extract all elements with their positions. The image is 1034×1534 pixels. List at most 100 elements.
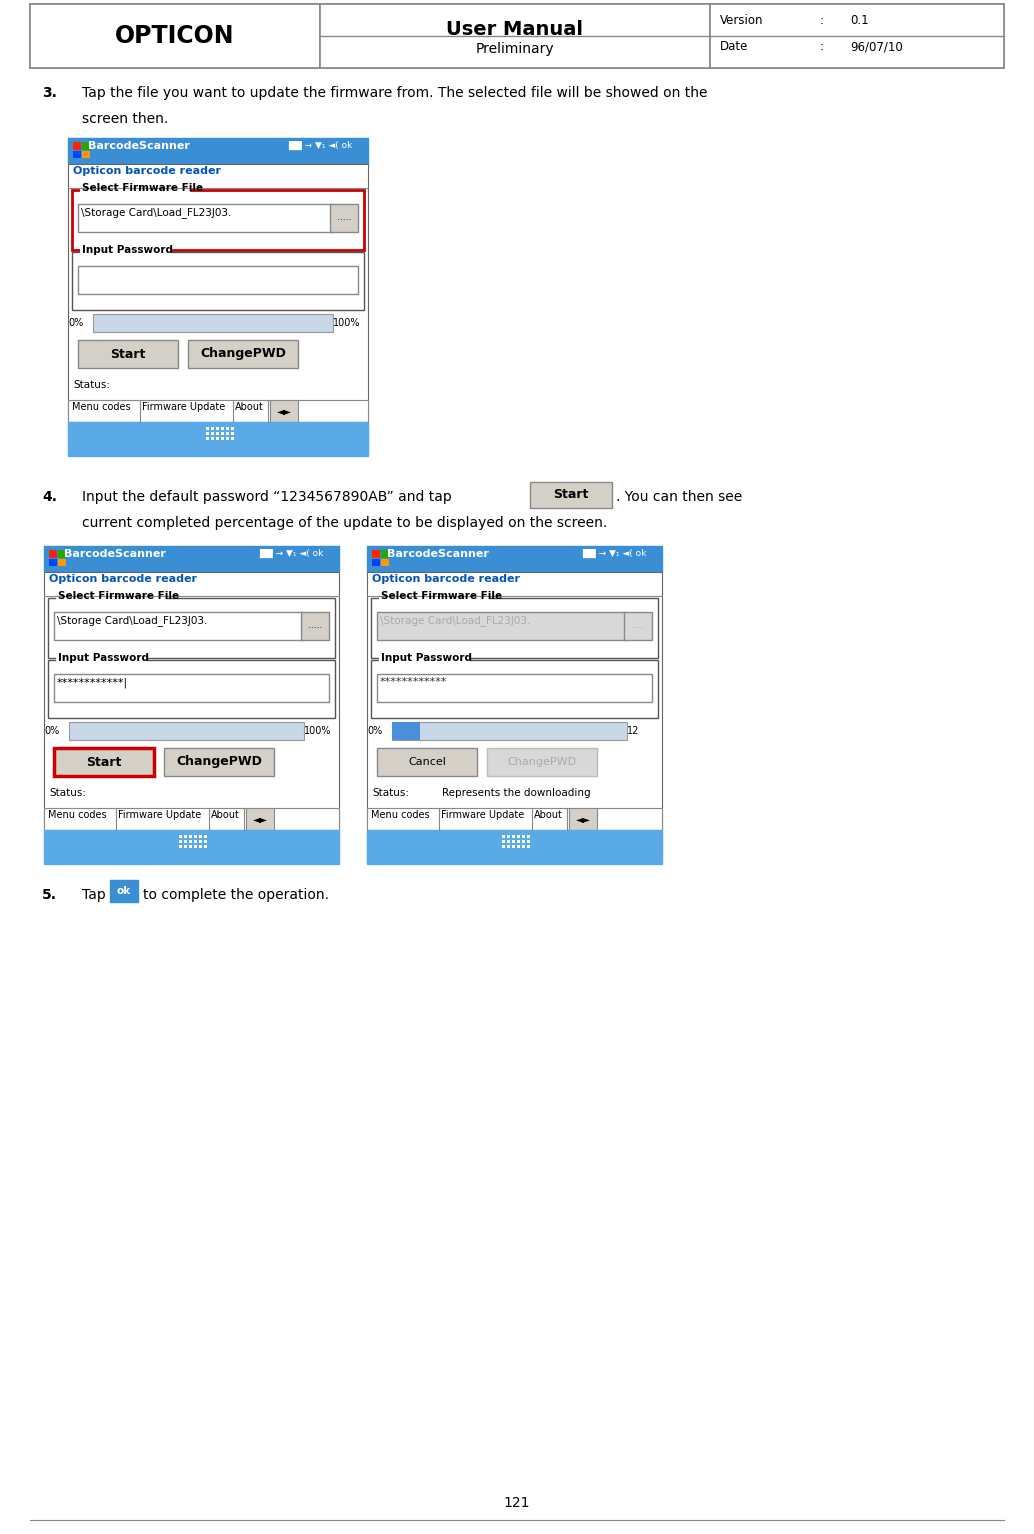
Text: Menu codes: Menu codes	[72, 402, 130, 413]
Bar	[501, 845, 505, 848]
Bar	[381, 551, 389, 558]
Text: Input Password: Input Password	[381, 653, 472, 663]
Text: Input Password: Input Password	[58, 653, 149, 663]
Text: 3.: 3.	[42, 86, 57, 100]
Bar	[522, 841, 525, 844]
Bar	[206, 433, 209, 436]
Bar	[204, 834, 207, 838]
Bar	[226, 433, 229, 436]
Bar	[68, 422, 368, 456]
Bar	[73, 150, 81, 158]
Text: \Storage Card\Load_FL23J03.: \Storage Card\Load_FL23J03.	[381, 615, 530, 626]
Text: 0.1: 0.1	[850, 14, 869, 28]
Bar	[710, 5, 1004, 67]
Text: Start: Start	[111, 348, 146, 360]
Bar	[78, 204, 332, 232]
Text: ok: ok	[117, 887, 131, 896]
Text: ██ → ▼₁ ◄( ok: ██ → ▼₁ ◄( ok	[258, 549, 324, 558]
Bar	[44, 808, 339, 830]
Text: 12: 12	[627, 726, 639, 736]
Bar	[367, 546, 662, 572]
Bar	[216, 437, 219, 440]
Text: 0%: 0%	[44, 726, 59, 736]
Bar	[179, 834, 182, 838]
Bar	[221, 437, 224, 440]
Text: BarcodeScanner: BarcodeScanner	[387, 549, 489, 558]
Text: Input the default password “1234567890AB” and tap: Input the default password “1234567890AB…	[82, 489, 452, 505]
Bar	[30, 5, 1004, 67]
Text: \Storage Card\Load_FL23J03.: \Storage Card\Load_FL23J03.	[81, 207, 232, 218]
Bar	[206, 426, 209, 430]
Bar	[527, 841, 530, 844]
Bar	[367, 808, 662, 830]
Bar	[80, 245, 172, 259]
Bar	[270, 400, 298, 422]
Bar	[54, 673, 329, 703]
Bar	[199, 841, 202, 844]
Text: Cancel: Cancel	[408, 756, 446, 767]
Text: ◄►: ◄►	[576, 815, 590, 824]
Text: Status:: Status:	[73, 380, 110, 390]
Bar	[73, 143, 81, 150]
Text: :: :	[820, 40, 824, 54]
Text: \Storage Card\Load_FL23J03.: \Storage Card\Load_FL23J03.	[57, 615, 208, 626]
Text: 4.: 4.	[42, 489, 57, 505]
Text: Opticon barcode reader: Opticon barcode reader	[372, 574, 520, 584]
Bar	[501, 841, 505, 844]
Text: . You can then see: . You can then see	[616, 489, 742, 505]
Bar	[392, 723, 627, 739]
Bar	[199, 834, 202, 838]
Bar	[226, 426, 229, 430]
Bar	[80, 183, 190, 196]
Bar	[56, 653, 148, 667]
Text: Menu codes: Menu codes	[48, 810, 107, 821]
Bar	[216, 433, 219, 436]
Text: Menu codes: Menu codes	[371, 810, 429, 821]
Text: User Manual: User Manual	[447, 20, 583, 38]
Text: current completed percentage of the update to be displayed on the screen.: current completed percentage of the upda…	[82, 515, 607, 531]
Bar	[624, 612, 652, 640]
Bar	[216, 426, 219, 430]
Bar	[211, 433, 214, 436]
Text: Preliminary: Preliminary	[476, 41, 554, 57]
Bar	[381, 558, 389, 566]
Bar	[231, 426, 234, 430]
Bar	[211, 437, 214, 440]
Text: About: About	[235, 402, 264, 413]
Bar	[54, 749, 154, 776]
Bar	[517, 845, 520, 848]
Text: .....: .....	[337, 213, 352, 221]
Bar	[517, 834, 520, 838]
Bar	[48, 598, 335, 658]
Bar	[231, 437, 234, 440]
Bar	[517, 841, 520, 844]
Text: BarcodeScanner: BarcodeScanner	[88, 141, 190, 150]
Bar	[58, 558, 66, 566]
Bar	[512, 845, 515, 848]
Bar	[49, 551, 57, 558]
Bar	[69, 723, 304, 739]
Bar	[72, 190, 364, 250]
Bar	[184, 845, 187, 848]
Text: :: :	[820, 14, 824, 28]
Bar	[204, 841, 207, 844]
Text: ◄►: ◄►	[252, 815, 268, 824]
Text: Firmware Update: Firmware Update	[142, 402, 225, 413]
Bar	[93, 314, 333, 331]
Bar	[184, 841, 187, 844]
Bar	[379, 653, 472, 667]
Text: Firmware Update: Firmware Update	[440, 810, 524, 821]
Bar	[82, 150, 90, 158]
Bar	[512, 834, 515, 838]
Bar	[184, 834, 187, 838]
Text: 5.: 5.	[42, 888, 57, 902]
Bar	[246, 808, 274, 830]
Bar	[527, 834, 530, 838]
Bar	[527, 845, 530, 848]
Bar	[58, 551, 66, 558]
Text: 100%: 100%	[333, 318, 361, 328]
Bar	[301, 612, 329, 640]
Bar	[569, 808, 597, 830]
Bar	[522, 845, 525, 848]
Bar	[44, 830, 339, 864]
